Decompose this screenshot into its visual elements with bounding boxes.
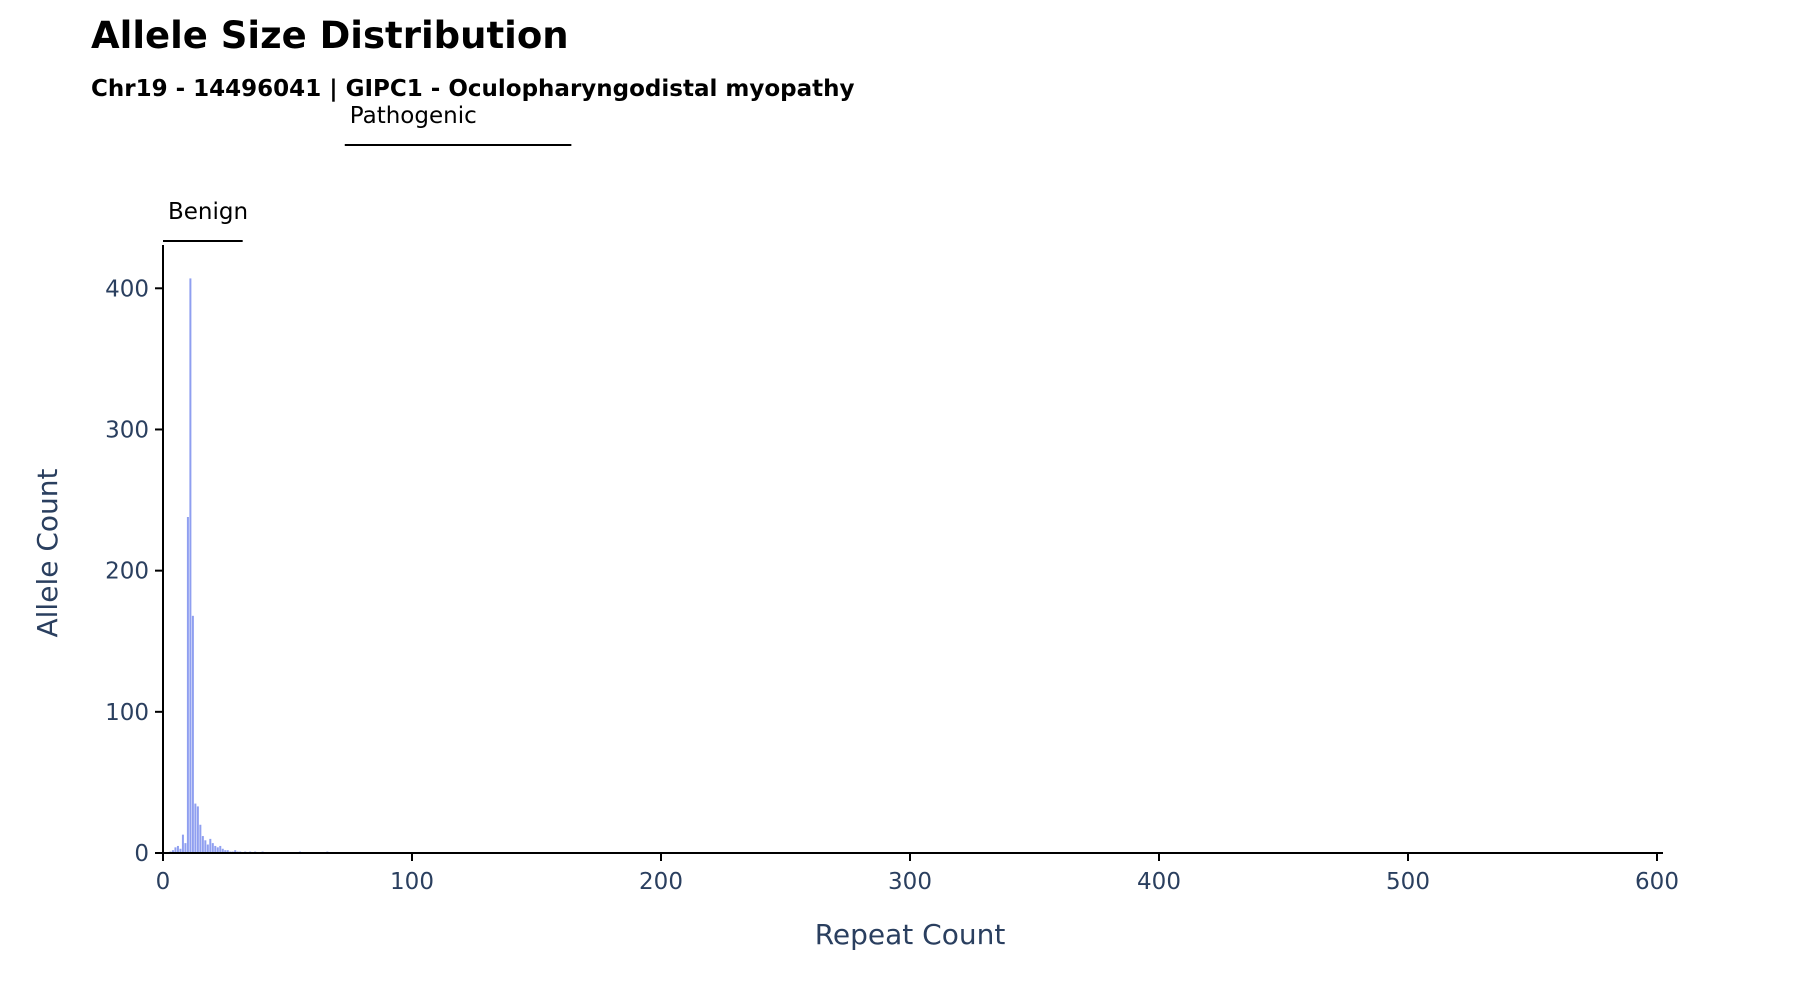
x-tick-label: 200 bbox=[639, 869, 683, 895]
y-tick-label: 300 bbox=[105, 417, 149, 443]
chart-title: Allele Size Distribution bbox=[91, 14, 569, 57]
histogram-bar bbox=[179, 848, 182, 853]
x-tick-label: 600 bbox=[1635, 869, 1679, 895]
histogram-bar bbox=[191, 615, 194, 853]
y-axis-ticks: 0 100 200 300 400 bbox=[105, 276, 163, 867]
x-tick-label: 400 bbox=[1137, 869, 1181, 895]
y-axis-title: Allele Count bbox=[31, 468, 64, 637]
histogram-bar bbox=[224, 850, 227, 853]
y-tick-label: 0 bbox=[134, 841, 149, 867]
y-tick-label: 400 bbox=[105, 276, 149, 302]
x-axis-ticks: 0 100 200 300 400 500 600 bbox=[156, 853, 1679, 895]
histogram-bar bbox=[211, 843, 214, 853]
x-tick-label: 500 bbox=[1386, 869, 1430, 895]
histogram-bar bbox=[176, 845, 179, 853]
histogram-bar bbox=[214, 845, 217, 853]
histogram-bar bbox=[201, 836, 204, 853]
histogram-bar bbox=[209, 838, 212, 853]
x-axis-title: Repeat Count bbox=[815, 918, 1006, 951]
histogram-bar bbox=[184, 843, 187, 853]
histogram-bar bbox=[216, 847, 219, 853]
y-tick-label: 200 bbox=[105, 559, 149, 585]
histogram-bar bbox=[199, 824, 202, 853]
histogram-bar bbox=[196, 806, 199, 853]
chart-subtitle: Chr19 - 14496041 | GIPC1 - Oculopharyngo… bbox=[91, 76, 855, 102]
y-tick-label: 100 bbox=[105, 700, 149, 726]
histogram-bar bbox=[221, 848, 224, 853]
range-label-benign: Benign bbox=[168, 199, 248, 225]
histogram-bar bbox=[219, 845, 222, 853]
histogram-bar bbox=[171, 850, 174, 853]
histogram-bar bbox=[189, 278, 192, 854]
histogram-bar bbox=[204, 840, 207, 853]
histogram-bar bbox=[206, 844, 209, 853]
histogram-bar bbox=[234, 850, 237, 853]
x-tick-label: 0 bbox=[156, 869, 171, 895]
x-tick-label: 300 bbox=[888, 869, 932, 895]
range-label-pathogenic: Pathogenic bbox=[350, 103, 477, 129]
range-annotations: Benign Pathogenic bbox=[163, 103, 572, 242]
histogram-bar bbox=[174, 847, 177, 853]
histogram-bar bbox=[186, 517, 189, 853]
histogram-bar bbox=[226, 850, 229, 853]
x-tick-label: 100 bbox=[390, 869, 434, 895]
histogram-bar bbox=[181, 834, 184, 853]
histogram-bar bbox=[194, 803, 197, 853]
bars-layer bbox=[169, 278, 329, 854]
